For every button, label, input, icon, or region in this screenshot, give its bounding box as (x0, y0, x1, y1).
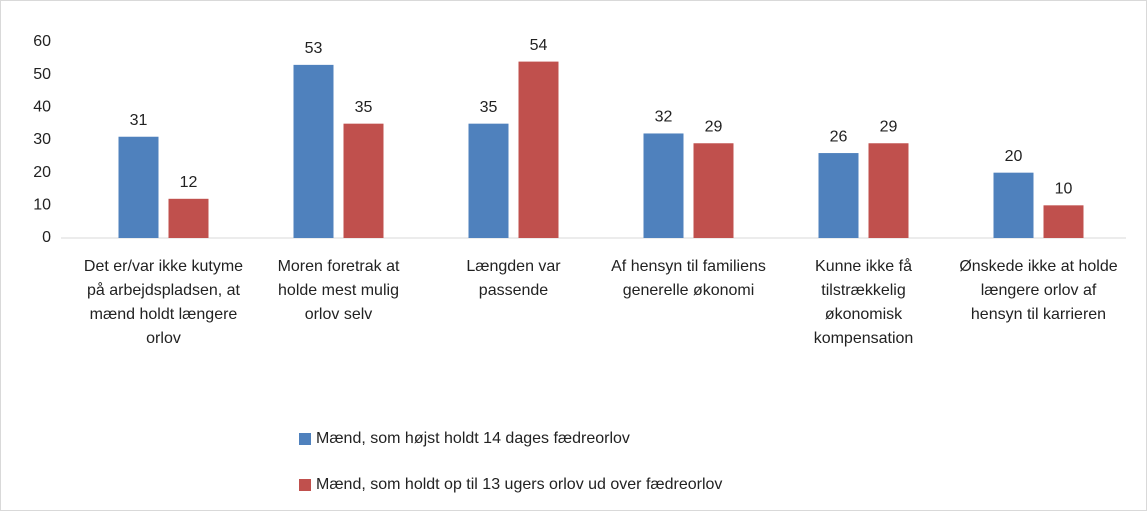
bar (293, 64, 334, 238)
bar (643, 133, 684, 238)
x-tick-label: Af hensyn til familiens generelle økonom… (611, 258, 766, 299)
legend-swatch (299, 433, 311, 445)
x-tick-label: Det er/var ikke kutyme på arbejdspladsen… (83, 258, 244, 347)
y-tick-label: 50 (33, 66, 51, 83)
bar (168, 198, 209, 238)
data-label: 53 (305, 40, 323, 57)
bar (868, 143, 909, 238)
bar (118, 136, 159, 238)
y-tick-label: 20 (33, 164, 51, 181)
y-tick-label: 10 (33, 197, 51, 214)
x-tick-label: Ønskede ikke at holde længere orlov af h… (959, 258, 1118, 323)
data-label: 29 (880, 118, 898, 135)
data-label: 31 (130, 112, 148, 129)
x-tick-label: Kunne ikke få tilstrækkelig økonomisk ko… (813, 258, 914, 347)
y-tick-label: 30 (33, 131, 51, 148)
x-tick-label: Moren foretrak at holde mest mulig orlov… (277, 258, 400, 323)
data-label: 35 (355, 99, 373, 116)
data-label: 32 (655, 109, 673, 126)
bar (993, 172, 1034, 238)
bar (693, 143, 734, 238)
y-tick-label: 40 (33, 99, 51, 116)
x-tick-label: Længden var passende (466, 258, 561, 299)
data-label: 35 (480, 99, 498, 116)
y-tick-label: 60 (33, 33, 51, 50)
data-label: 12 (180, 174, 198, 191)
bar (818, 153, 859, 238)
data-label: 54 (530, 37, 548, 54)
data-label: 10 (1055, 181, 1073, 198)
y-tick-label: 0 (42, 229, 51, 246)
bar (518, 61, 559, 238)
legend-swatch (299, 479, 311, 491)
bar (1043, 205, 1084, 238)
legend-label: Mænd, som holdt op til 13 ugers orlov ud… (316, 476, 722, 493)
data-label: 26 (830, 128, 848, 145)
data-label: 20 (1005, 148, 1023, 165)
bar (468, 123, 509, 238)
data-label: 29 (705, 118, 723, 135)
bar (343, 123, 384, 238)
legend-label: Mænd, som højst holdt 14 dages fædreorlo… (316, 430, 630, 447)
